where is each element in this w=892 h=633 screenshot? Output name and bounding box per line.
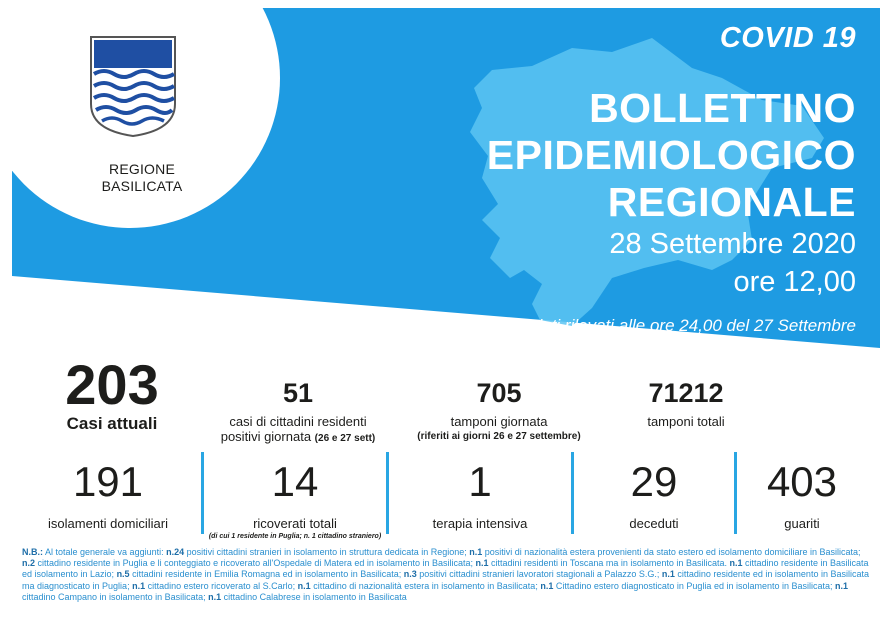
divider <box>734 452 737 534</box>
footnote-count: N.B.: <box>22 547 43 557</box>
footnote-count: n.1 <box>297 580 311 591</box>
basilicata-map-silhouette-icon <box>470 38 824 326</box>
casi-attuali-label: Casi attuali <box>66 414 158 433</box>
guariti-label: guariti <box>784 516 820 531</box>
data-collection-note: dati rilevati alle ore 24,00 del 27 Sett… <box>532 316 856 335</box>
footnote-text: cittadino Calabrese in isolamento in Bas… <box>221 591 407 602</box>
positivi-giornata-label-line1: casi di cittadini residenti <box>229 414 367 429</box>
deceduti-value: 29 <box>630 458 678 505</box>
title-line-2: EPIDEMIOLOGICO <box>486 132 856 178</box>
tamponi-giornata-value: 705 <box>476 378 522 408</box>
isolamenti-value: 191 <box>72 458 144 505</box>
footnote-text: cittadino residente ed in isolamento in … <box>22 569 869 591</box>
footnote-count: n.2 <box>22 558 36 569</box>
stat-terapia-intensiva: 1 terapia intensiva <box>389 456 571 531</box>
ricoverati-sub: (di cui 1 residente in Puglia; n. 1 citt… <box>208 533 382 540</box>
footnote-text: cittadino Campano in isolamento in Basil… <box>22 591 209 602</box>
regione-basilicata-coat-of-arms-icon <box>90 36 176 138</box>
deceduti-label: deceduti <box>629 516 679 531</box>
logo-block: REGIONE BASILICATA <box>12 8 292 218</box>
footnote-text: cittadino estero ricoverato al S.Carlo; <box>145 580 298 591</box>
bulletin-hour: ore 12,00 <box>733 266 856 298</box>
footnote-text: positivi cittadini stranieri lavoratori … <box>416 569 662 580</box>
stat-casi-attuali: 203 Casi attuali <box>28 356 196 434</box>
covid-label: COVID 19 <box>719 22 856 54</box>
footnote-text: cittadino residente in Basilicata ed iso… <box>22 558 869 580</box>
terapia-label: terapia intensiva <box>432 516 528 531</box>
ricoverati-label: ricoverati totali <box>253 516 337 531</box>
ricoverati-value: 14 <box>271 458 319 505</box>
title-line-1: BOLLETTINO <box>589 85 856 131</box>
footnote-count: n.1 <box>132 580 146 591</box>
bulletin-date: 28 Settembre 2020 <box>609 228 856 260</box>
footnote-count: n.1 <box>835 580 849 591</box>
region-name-line2: BASILICATA <box>101 178 183 194</box>
footnote-nb: N.B.: Al totale generale va aggiunti: n.… <box>22 547 872 603</box>
footnote-count: n.1 <box>540 580 554 591</box>
casi-attuali-value: 203 <box>65 353 159 416</box>
stat-tamponi-giornata: 705 tamponi giornata (riferiti ai giorni… <box>394 376 604 444</box>
divider <box>571 452 574 534</box>
footnote-count: n.1 <box>475 558 489 569</box>
footnote-count: n.5 <box>116 569 130 580</box>
divider <box>201 452 204 534</box>
footnote-count: n.1 <box>661 569 675 580</box>
positivi-giornata-value: 51 <box>282 378 314 408</box>
tamponi-giornata-label: tamponi giornata <box>450 414 548 429</box>
footnote-count: n.3 <box>403 569 417 580</box>
stat-isolamenti: 191 isolamenti domiciliari <box>18 456 198 531</box>
terapia-value: 1 <box>468 458 492 505</box>
footnote-text: Cittadino estero diagnosticato in Puglia… <box>553 580 836 591</box>
footnote-count: n.1 <box>729 558 743 569</box>
footnote-text: Al totale generale va aggiunti: <box>43 547 167 557</box>
banner-background <box>12 8 880 348</box>
footnote-text: cittadini residente in Emilia Romagna ed… <box>129 569 404 580</box>
divider <box>386 452 389 534</box>
footnote-count: n.1 <box>469 547 483 557</box>
footnote-text: cittadino residente in Puglia e li conte… <box>35 558 476 569</box>
tamponi-totali-value: 71212 <box>648 378 724 408</box>
guariti-value: 403 <box>766 458 838 505</box>
positivi-giornata-suffix: (26 e 27 sett) <box>314 433 376 444</box>
region-name-line1: REGIONE <box>109 161 175 177</box>
title-line-3: REGIONALE <box>607 179 856 225</box>
stat-deceduti: 29 deceduti <box>574 456 734 531</box>
footnote-text: positivi cittadini stranieri in isolamen… <box>184 547 470 557</box>
footnote-count: n.24 <box>166 547 185 557</box>
tamponi-giornata-sub: (riferiti ai giorni 26 e 27 settembre) <box>417 431 581 442</box>
stat-guariti: 403 guariti <box>737 456 867 531</box>
footnote-text: cittadini residenti in Toscana ma in iso… <box>488 558 730 569</box>
stat-tamponi-totali: 71212 tamponi totali <box>606 376 766 429</box>
footnote-text: cittadino di nazionalità estera in isola… <box>310 580 541 591</box>
positivi-giornata-label: casi di cittadini residenti positivi gio… <box>198 414 398 446</box>
header-banner <box>12 8 880 348</box>
footnote-count: n.1 <box>208 591 222 602</box>
stat-ricoverati: 14 ricoverati totali (di cui 1 residente… <box>204 456 386 540</box>
positivi-giornata-label-line2: positivi giornata <box>220 429 312 444</box>
region-name: REGIONE BASILICATA <box>82 161 202 195</box>
tamponi-totali-label: tamponi totali <box>647 414 725 429</box>
footnote-text: positivi di nazionalità estera provenien… <box>482 547 861 557</box>
isolamenti-label: isolamenti domiciliari <box>48 516 168 531</box>
stat-positivi-giornata: 51 casi di cittadini residenti positivi … <box>198 376 398 446</box>
